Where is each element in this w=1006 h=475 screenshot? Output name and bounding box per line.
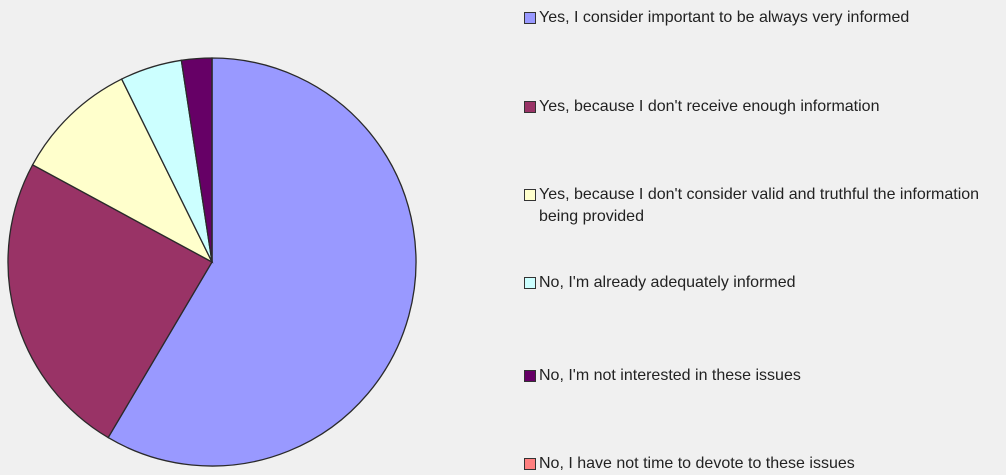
legend-label: No, I have not time to devote to these i… xyxy=(539,455,855,472)
legend-item: No, I have not time to devote to these i… xyxy=(524,453,1002,475)
legend-item: No, I'm already adequately informed xyxy=(524,272,1002,294)
legend-swatch xyxy=(524,189,536,201)
chart xyxy=(7,57,417,467)
legend-swatch xyxy=(524,458,536,470)
legend-label: Yes, I consider important to be always v… xyxy=(539,9,910,26)
pie-slice xyxy=(107,57,417,467)
pie-slice xyxy=(31,78,214,264)
pie-slice xyxy=(7,163,213,439)
legend-swatch xyxy=(524,101,536,113)
legend-swatch xyxy=(524,12,536,24)
legend-label: Yes, because I don't consider valid and … xyxy=(539,186,980,225)
legend-label: Yes, because I don't receive enough info… xyxy=(539,98,880,115)
legend-swatch xyxy=(524,277,536,289)
legend-label: No, I'm already adequately informed xyxy=(539,274,796,291)
legend-label: No, I'm not interested in these issues xyxy=(539,367,801,384)
legend-item: No, I'm not interested in these issues xyxy=(524,365,1002,387)
legend-item: Yes, I consider important to be always v… xyxy=(524,7,1002,29)
legend-swatch xyxy=(524,370,536,382)
legend-item: Yes, because I don't receive enough info… xyxy=(524,96,1002,118)
legend-item: Yes, because I don't consider valid and … xyxy=(524,184,1002,228)
